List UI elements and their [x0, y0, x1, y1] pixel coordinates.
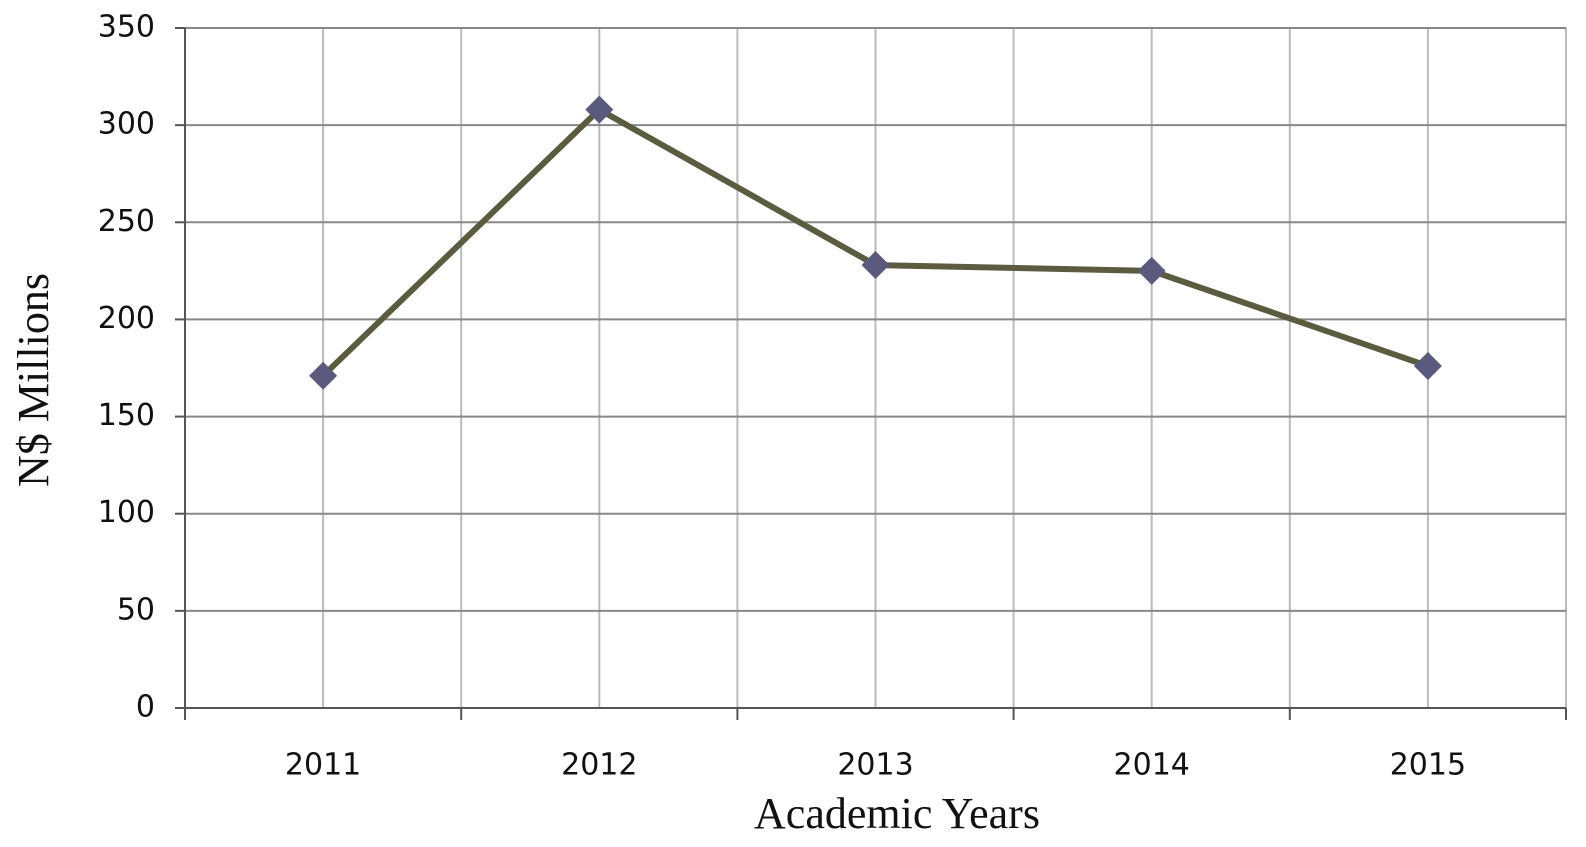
x-tick-label: 2013 — [837, 748, 913, 783]
y-tick-label: 250 — [98, 204, 155, 239]
x-tick-label: 2015 — [1390, 748, 1466, 783]
marker — [585, 95, 614, 124]
y-tick-label: 150 — [98, 398, 155, 433]
y-tick-label: 0 — [136, 690, 155, 725]
y-tick-label: 100 — [98, 495, 155, 530]
x-tick-label: 2011 — [285, 748, 361, 783]
x-tick-label: 2014 — [1114, 748, 1190, 783]
y-tick-label: 50 — [117, 592, 155, 627]
marker — [1137, 256, 1166, 285]
x-tick-label: 2012 — [561, 748, 637, 783]
y-tick-label: 200 — [98, 301, 155, 336]
marker — [1413, 352, 1442, 381]
y-tick-label: 300 — [98, 107, 155, 142]
marker — [861, 251, 890, 280]
y-axis-title: N$ Millions — [9, 273, 58, 487]
x-axis-title: Academic Years — [754, 789, 1040, 838]
y-tick-label: 350 — [98, 10, 155, 45]
marker — [309, 361, 338, 390]
